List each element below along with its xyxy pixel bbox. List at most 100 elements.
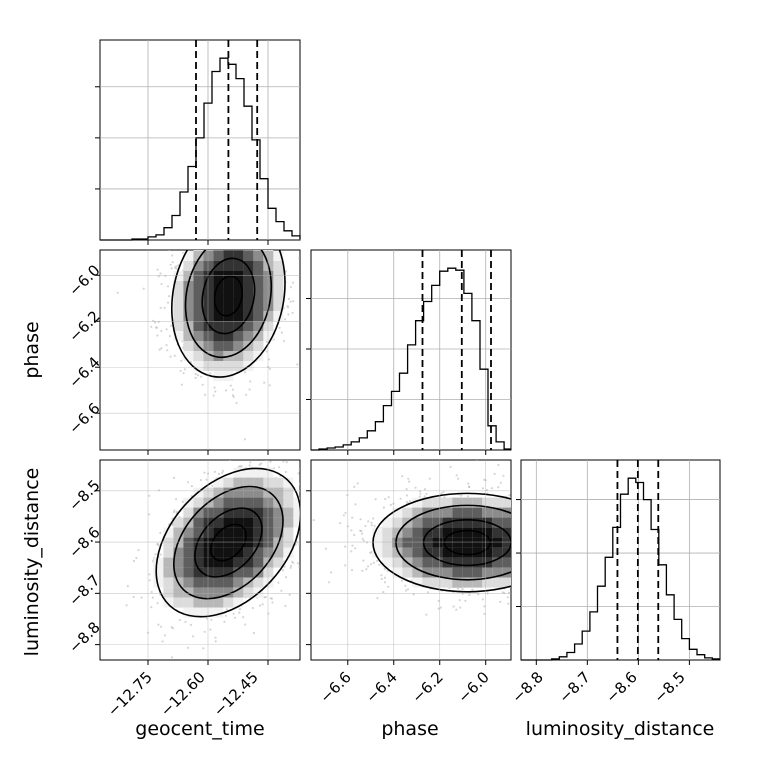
density-cell — [213, 221, 223, 231]
density-cell — [193, 537, 204, 548]
scatter-point — [514, 579, 516, 581]
scatter-point — [156, 334, 159, 337]
scatter-point — [225, 608, 228, 611]
scatter-point — [202, 647, 205, 650]
scatter-point — [442, 490, 445, 493]
scatter-point — [408, 499, 412, 503]
density-cell — [283, 517, 294, 528]
density-cell — [482, 567, 493, 578]
density-cell — [193, 361, 204, 371]
scatter-point — [524, 540, 526, 542]
scatter-point — [148, 494, 151, 497]
tick-label-luminosity-distance-y-2: −8.7 — [65, 571, 103, 609]
tick-label-luminosity-distance-y-1: −8.8 — [65, 618, 103, 656]
scatter-point — [215, 242, 217, 244]
x-axis-label-geocent-time: geocent_time — [135, 718, 264, 740]
scatter-point — [418, 495, 421, 498]
density-cell — [253, 221, 263, 231]
scatter-point — [235, 401, 238, 405]
scatter-point — [541, 533, 543, 535]
scatter-point — [242, 228, 244, 230]
tick-label-phase-x-3: −6.2 — [408, 668, 446, 706]
scatter-point — [296, 562, 299, 565]
scatter-point — [539, 532, 541, 534]
scatter-point — [522, 568, 524, 570]
density-cell — [153, 577, 164, 588]
density-cell — [253, 517, 264, 528]
scatter-point — [380, 577, 383, 581]
density-cell — [233, 311, 244, 321]
scatter-point — [564, 580, 566, 582]
density-cell — [392, 557, 403, 568]
density-cell — [253, 497, 264, 508]
scatter-point — [523, 547, 525, 549]
scatter-point — [280, 589, 283, 592]
density-cell — [432, 577, 443, 588]
density-cell — [432, 517, 443, 528]
scatter-point — [518, 513, 520, 515]
scatter-point — [175, 245, 177, 247]
density-cell — [422, 517, 433, 528]
scatter-point — [189, 623, 193, 627]
density-cell — [472, 527, 483, 538]
density-cell — [522, 558, 532, 568]
density-cell — [253, 537, 264, 548]
density-cell — [462, 567, 473, 578]
scatter-point — [499, 481, 502, 484]
scatter-point — [219, 243, 221, 245]
scatter-point — [467, 495, 470, 498]
scatter-point — [226, 246, 228, 248]
scatter-point — [515, 584, 517, 586]
density-cell — [442, 527, 453, 538]
density-cell — [432, 547, 443, 558]
density-cell — [183, 537, 194, 548]
scatter-point — [515, 534, 517, 536]
scatter-point — [525, 542, 527, 544]
scatter-point — [354, 503, 357, 506]
scatter-point — [269, 237, 271, 239]
density-cell — [233, 557, 244, 568]
scatter-point — [502, 474, 505, 477]
scatter-point — [517, 523, 519, 525]
scatter-point — [230, 247, 232, 249]
scatter-point — [514, 544, 516, 546]
density-cell — [153, 567, 164, 578]
density-cell — [233, 527, 244, 538]
density-cell — [213, 507, 224, 518]
scatter-point — [204, 232, 206, 234]
scatter-point — [515, 505, 517, 507]
scatter-point — [550, 609, 552, 611]
scatter-point — [285, 461, 288, 464]
scatter-point — [369, 551, 372, 555]
density-cell — [173, 587, 184, 598]
scatter-point — [289, 286, 292, 289]
density-cell — [253, 261, 264, 271]
scatter-point — [280, 331, 283, 334]
density-cell — [253, 301, 264, 311]
density-cell — [223, 321, 234, 331]
scatter-point — [243, 438, 246, 441]
scatter-point — [312, 454, 314, 456]
scatter-point — [328, 581, 331, 584]
scatter-point — [534, 535, 536, 537]
scatter-point — [513, 499, 515, 501]
tick-label-luminosity-distance-x-4: −8.5 — [650, 668, 688, 706]
density-cell — [462, 547, 473, 558]
density-cell — [213, 497, 224, 508]
scatter-point — [512, 498, 514, 500]
scatter-point — [530, 492, 532, 494]
scatter-point — [220, 218, 222, 220]
density-cell — [273, 271, 284, 281]
scatter-point — [267, 358, 271, 361]
density-cell — [243, 301, 254, 311]
scatter-point — [339, 522, 342, 525]
scatter-point — [533, 526, 535, 528]
scatter-point — [513, 519, 515, 521]
scatter-point — [272, 242, 274, 244]
scatter-point — [562, 528, 564, 530]
density-cell — [183, 507, 194, 518]
scatter-point — [211, 248, 213, 250]
histogram-step-luminosity-distance — [521, 477, 720, 661]
density-cell — [223, 507, 234, 518]
density-cell — [233, 251, 244, 261]
